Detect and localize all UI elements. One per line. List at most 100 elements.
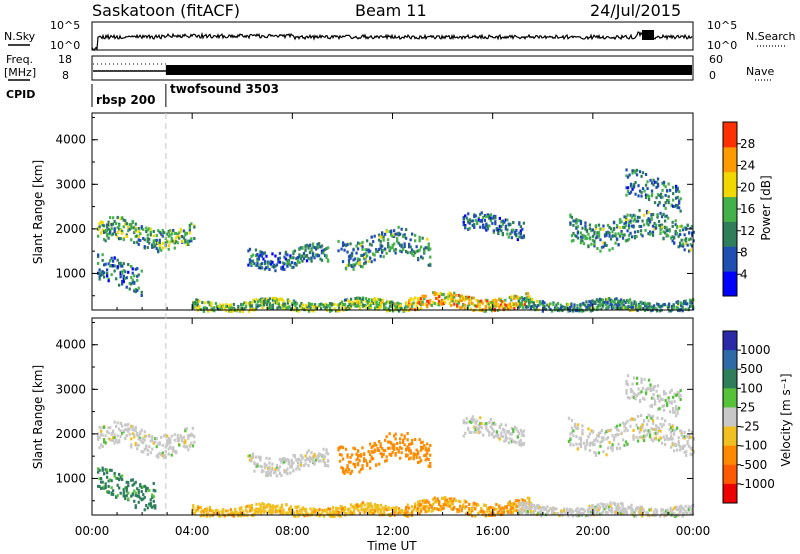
velocity-cell (500, 431, 503, 435)
power-cell (427, 301, 430, 305)
power-cell (185, 240, 188, 244)
power-cell (361, 245, 364, 249)
velocity-cell (653, 401, 657, 405)
velocity-cell (351, 505, 354, 509)
velocity-cell (531, 512, 534, 516)
power-cell (656, 184, 660, 188)
power-cell (358, 259, 361, 263)
power-cell (181, 239, 184, 243)
velocity-cell (374, 502, 377, 506)
velocity-cell (647, 431, 650, 435)
velocity-cell (340, 508, 344, 512)
velocity-cell (650, 438, 653, 441)
power-cell (578, 219, 581, 223)
power-cell (118, 237, 121, 241)
power-cell (587, 245, 590, 249)
velocity-cell (448, 504, 451, 508)
velocity-cell (269, 470, 273, 474)
velocity-cell (125, 493, 128, 497)
velocity-cell (146, 452, 149, 456)
power-cell (373, 234, 376, 238)
velocity-cell (124, 423, 127, 427)
velocity-cell (575, 435, 578, 438)
power-cell (400, 243, 403, 247)
velocity-cell (347, 468, 351, 472)
power-cell (656, 213, 659, 217)
power-cell (500, 220, 503, 224)
power-cell (119, 275, 122, 279)
power-cell (271, 306, 275, 310)
velocity-cell (576, 423, 580, 427)
velocity-cell (328, 510, 332, 514)
velocity-cell (256, 464, 259, 468)
velocity-cell (667, 396, 670, 400)
velocity-cell (471, 507, 474, 511)
power-cell (370, 243, 373, 247)
power-cell (508, 296, 511, 299)
velocity-cell (486, 509, 489, 513)
freq-tick-top: 18 (58, 53, 72, 66)
velocity-cell (580, 507, 584, 511)
velocity-cell (313, 453, 316, 457)
velocity-cell (151, 447, 154, 451)
power-cell (131, 281, 134, 285)
power-cell (631, 171, 634, 175)
velocity-cell (650, 427, 653, 431)
power-cell (292, 256, 295, 260)
power-cell (350, 252, 354, 256)
power-cell (118, 283, 121, 287)
velocity-cell (639, 511, 642, 515)
power-cell (255, 298, 258, 302)
velocity-cell (436, 507, 439, 511)
power-cell (627, 301, 630, 305)
velocity-cell (626, 383, 630, 386)
velocity-cell (106, 471, 109, 475)
velocity-cell (268, 472, 271, 476)
power-cell (376, 249, 379, 253)
power-cell (103, 224, 106, 228)
power-cell (593, 244, 596, 248)
power-cell (240, 303, 243, 307)
power-cell (381, 232, 384, 236)
power-cell (504, 306, 507, 310)
velocity-cell (666, 508, 669, 512)
power-cell (667, 198, 670, 202)
velocity-cell (395, 506, 398, 510)
velocity-cell (442, 503, 445, 506)
velocity-cell (382, 452, 385, 456)
velocity-cell (281, 457, 285, 461)
power-cell (631, 306, 635, 309)
power-cell (134, 290, 137, 294)
velocity-cell (462, 434, 465, 438)
power-cell (344, 267, 348, 271)
power-cell (164, 241, 167, 245)
power-cell (261, 302, 264, 306)
power-cell (686, 223, 689, 227)
velocity-cell (131, 493, 134, 497)
velocity-colorbar-segment (723, 426, 737, 447)
velocity-cell (482, 433, 485, 437)
power-cell (645, 219, 649, 223)
power-cell (599, 249, 602, 253)
velocity-cell (602, 450, 605, 454)
velocity-cell (611, 448, 614, 452)
power-cell (432, 291, 435, 295)
power-cell (632, 169, 636, 173)
velocity-cell (304, 508, 308, 511)
velocity-cell (610, 510, 614, 514)
power-cell (357, 303, 360, 307)
power-cell (569, 213, 572, 217)
power-y-tick-label: 1000 (55, 266, 86, 280)
velocity-cell (355, 452, 358, 456)
velocity-cell (637, 507, 641, 511)
velocity-cell (670, 445, 673, 449)
power-cell (575, 234, 578, 238)
velocity-cell (355, 507, 359, 511)
power-cell (553, 306, 557, 310)
velocity-cell (124, 486, 127, 490)
velocity-cell (559, 511, 563, 515)
velocity-cell (368, 505, 371, 509)
power-cell (537, 304, 540, 307)
power-cell (400, 245, 403, 249)
velocity-cell (574, 508, 578, 512)
